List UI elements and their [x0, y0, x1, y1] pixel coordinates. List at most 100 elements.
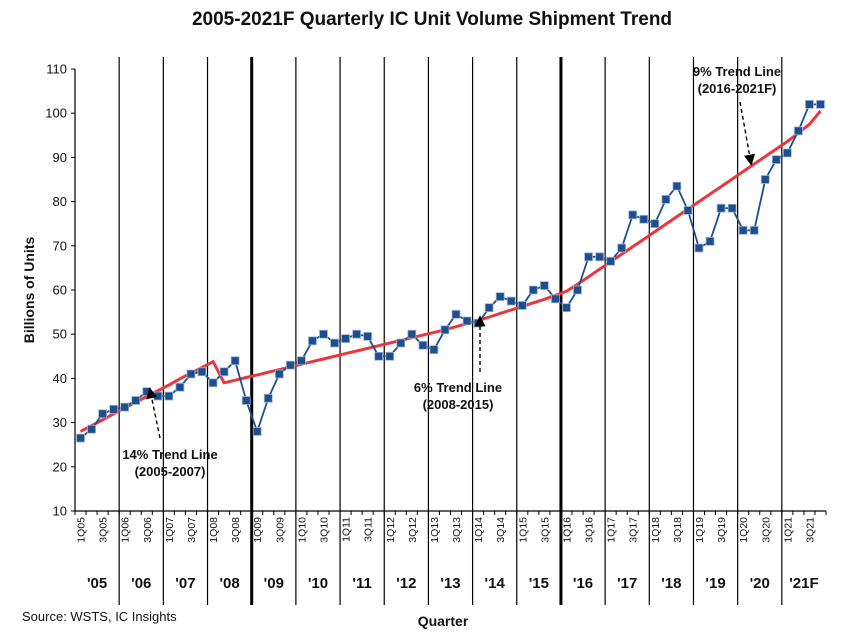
annotation-line1: 9% Trend Line [693, 64, 781, 79]
data-point [738, 225, 748, 235]
x-tick-label: 1Q19 [694, 517, 706, 543]
y-tick-label: 30 [53, 415, 67, 430]
data-point [285, 360, 295, 370]
data-point [153, 391, 163, 401]
data-point [363, 332, 373, 341]
x-tick-label: 1Q15 [517, 517, 529, 543]
x-tick-label: 3Q15 [539, 517, 551, 543]
year-label: '20 [750, 575, 770, 592]
y-tick-label: 10 [53, 504, 67, 519]
data-point [319, 329, 328, 339]
data-point [175, 382, 185, 392]
data-point [131, 396, 141, 405]
data-point [683, 206, 693, 215]
data-point [142, 387, 152, 397]
x-tick-label: 1Q20 [738, 517, 750, 543]
year-label: '08 [219, 575, 239, 592]
y-tick-label: 100 [45, 106, 67, 121]
data-point [330, 338, 339, 348]
data-point [760, 175, 770, 184]
data-point [805, 99, 814, 109]
data-point [308, 336, 317, 346]
data-point [396, 338, 406, 348]
x-tick-label: 1Q05 [76, 517, 88, 543]
data-point [727, 203, 737, 213]
data-point [87, 424, 96, 434]
data-point [230, 356, 240, 366]
year-label: '21F [789, 575, 818, 592]
year-label: '06 [131, 575, 151, 592]
annotations: 14% Trend Line (2005-2007) 6% Trend Line (2… [122, 64, 781, 479]
year-label: '16 [573, 575, 593, 592]
data-point [462, 316, 472, 326]
x-tick-label: 1Q07 [164, 517, 176, 543]
x-tick-label: 1Q06 [120, 517, 132, 543]
x-tick-label: 1Q18 [650, 517, 662, 543]
x-tick-label: 3Q08 [230, 517, 242, 543]
chart-title: 2005-2021F Quarterly IC Unit Volume Ship… [192, 9, 672, 30]
x-tick-labels: 1Q05 3Q05 1Q06 3Q06 1Q07 3Q07 1Q08 3Q08 1Q09 3Q09… [76, 517, 817, 543]
data-point [164, 391, 174, 401]
data-point [407, 329, 417, 339]
data-point [352, 329, 362, 339]
year-label: '10 [308, 575, 328, 592]
annotation-arrow [146, 387, 161, 439]
x-tick-label: 3Q10 [318, 517, 330, 543]
data-point [584, 252, 593, 262]
data-point [628, 210, 638, 220]
data-point [528, 285, 538, 295]
data-point [517, 301, 527, 310]
data-point [418, 340, 428, 350]
annotation-line1: 14% Trend Line [122, 447, 217, 462]
annotation-arrow [739, 101, 756, 166]
data-point [252, 427, 262, 436]
data-point [76, 433, 85, 443]
data-point [219, 367, 229, 377]
data-point [551, 294, 560, 304]
y-tick-label: 60 [53, 283, 67, 298]
data-point [274, 369, 284, 379]
y-tick-label: 70 [53, 238, 67, 253]
x-tick-label: 1Q09 [252, 517, 264, 543]
trend-line [79, 110, 822, 433]
data-point [263, 393, 273, 403]
trend-line-path [79, 110, 822, 433]
data-point [197, 367, 207, 377]
data-point [595, 252, 604, 262]
annotation-line1: 6% Trend Line [414, 380, 502, 395]
x-tick-label: 3Q13 [451, 517, 463, 543]
data-point [495, 292, 505, 302]
data-point [573, 285, 582, 295]
data-point [771, 155, 781, 165]
data-point [650, 219, 660, 229]
year-label: '13 [440, 575, 460, 592]
x-tick-label: 1Q11 [341, 517, 353, 542]
data-point [782, 148, 792, 158]
y-axis-label: Billions of Units [21, 237, 37, 344]
data-point [341, 334, 350, 344]
data-point [506, 296, 516, 306]
data-point [98, 409, 108, 419]
data-point [186, 369, 196, 379]
data-point [484, 303, 494, 313]
year-label: '07 [175, 575, 195, 592]
data-point [374, 351, 384, 361]
x-tick-label: 3Q09 [274, 517, 286, 543]
data-point [385, 351, 395, 361]
axes [71, 68, 827, 515]
data-point [120, 402, 130, 412]
y-tick-label: 50 [53, 327, 67, 342]
year-label: '14 [485, 575, 506, 592]
data-point [539, 281, 549, 290]
data-point [639, 214, 649, 224]
y-tick-label: 80 [53, 194, 67, 209]
year-label: '12 [396, 575, 416, 592]
x-axis-label: Quarter [418, 613, 469, 629]
year-label: '11 [352, 575, 371, 592]
x-tick-label: 3Q19 [716, 517, 728, 543]
year-label: '05 [87, 575, 107, 592]
x-tick-label: 1Q12 [385, 517, 397, 543]
annotation-line2: (2016-2021F) [698, 81, 777, 96]
data-point [606, 256, 616, 266]
